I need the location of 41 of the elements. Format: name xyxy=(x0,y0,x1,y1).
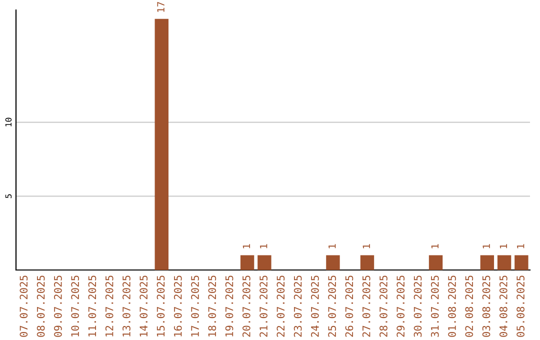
x-tick-label: 04.08.2025 xyxy=(499,276,508,337)
data-label: 1 xyxy=(517,244,524,248)
data-label: 1 xyxy=(431,244,438,248)
x-tick-label: 15.07.2025 xyxy=(156,276,165,336)
data-label: 17 xyxy=(157,2,164,12)
x-tick-label: 26.07.2025 xyxy=(345,276,354,337)
x-tick-label: 24.07.2025 xyxy=(311,276,319,337)
x-tick-label: 23.07.2025 xyxy=(294,276,302,337)
data-label: 1 xyxy=(260,244,268,248)
x-tick-label: 09.07.2025 xyxy=(54,276,62,337)
x-tick-label: 13.07.2025 xyxy=(122,276,130,336)
data-label: 1 xyxy=(328,244,336,248)
data-label: 1 xyxy=(482,244,490,248)
x-tick-label: 18.07.2025 xyxy=(208,276,216,336)
x-tick-label: 07.07.2025 xyxy=(20,276,28,337)
x-tick-label: 19.07.2025 xyxy=(225,276,234,336)
x-tick-label: 11.07.2025 xyxy=(88,276,96,336)
x-tick-label: 05.08.2025 xyxy=(516,276,524,337)
x-tick-label: 29.07.2025 xyxy=(396,276,405,337)
data-label: 1 xyxy=(500,244,508,248)
y-tick-label: 5 xyxy=(5,194,12,198)
x-tick-label: 27.07.2025 xyxy=(362,276,370,337)
x-tick-label: 12.07.2025 xyxy=(105,276,114,336)
x-tick-label: 30.07.2025 xyxy=(414,276,422,337)
data-label: 1 xyxy=(362,244,370,248)
x-tick-label: 31.07.2025 xyxy=(430,276,439,337)
x-tick-label: 01.08.2025 xyxy=(448,276,456,337)
x-tick-label: 22.07.2025 xyxy=(276,276,285,337)
x-tick-label: 02.08.2025 xyxy=(465,276,474,337)
x-tick-label: 17.07.2025 xyxy=(191,276,199,336)
x-tick-label: 28.07.2025 xyxy=(380,276,388,337)
x-tick-label: 08.07.2025 xyxy=(36,276,45,337)
x-tick-label: 16.07.2025 xyxy=(174,276,182,336)
x-tick-label: 03.08.2025 xyxy=(482,276,490,337)
x-tick-label: 21.07.2025 xyxy=(260,276,268,337)
y-tick-label: 10 xyxy=(5,118,12,126)
x-tick-label: 10.07.2025 xyxy=(71,276,80,336)
x-tick-label: 20.07.2025 xyxy=(242,276,250,337)
x-tick-label: 25.07.2025 xyxy=(328,276,336,337)
x-tick-label: 14.07.2025 xyxy=(140,276,148,336)
data-label: 1 xyxy=(242,244,250,248)
